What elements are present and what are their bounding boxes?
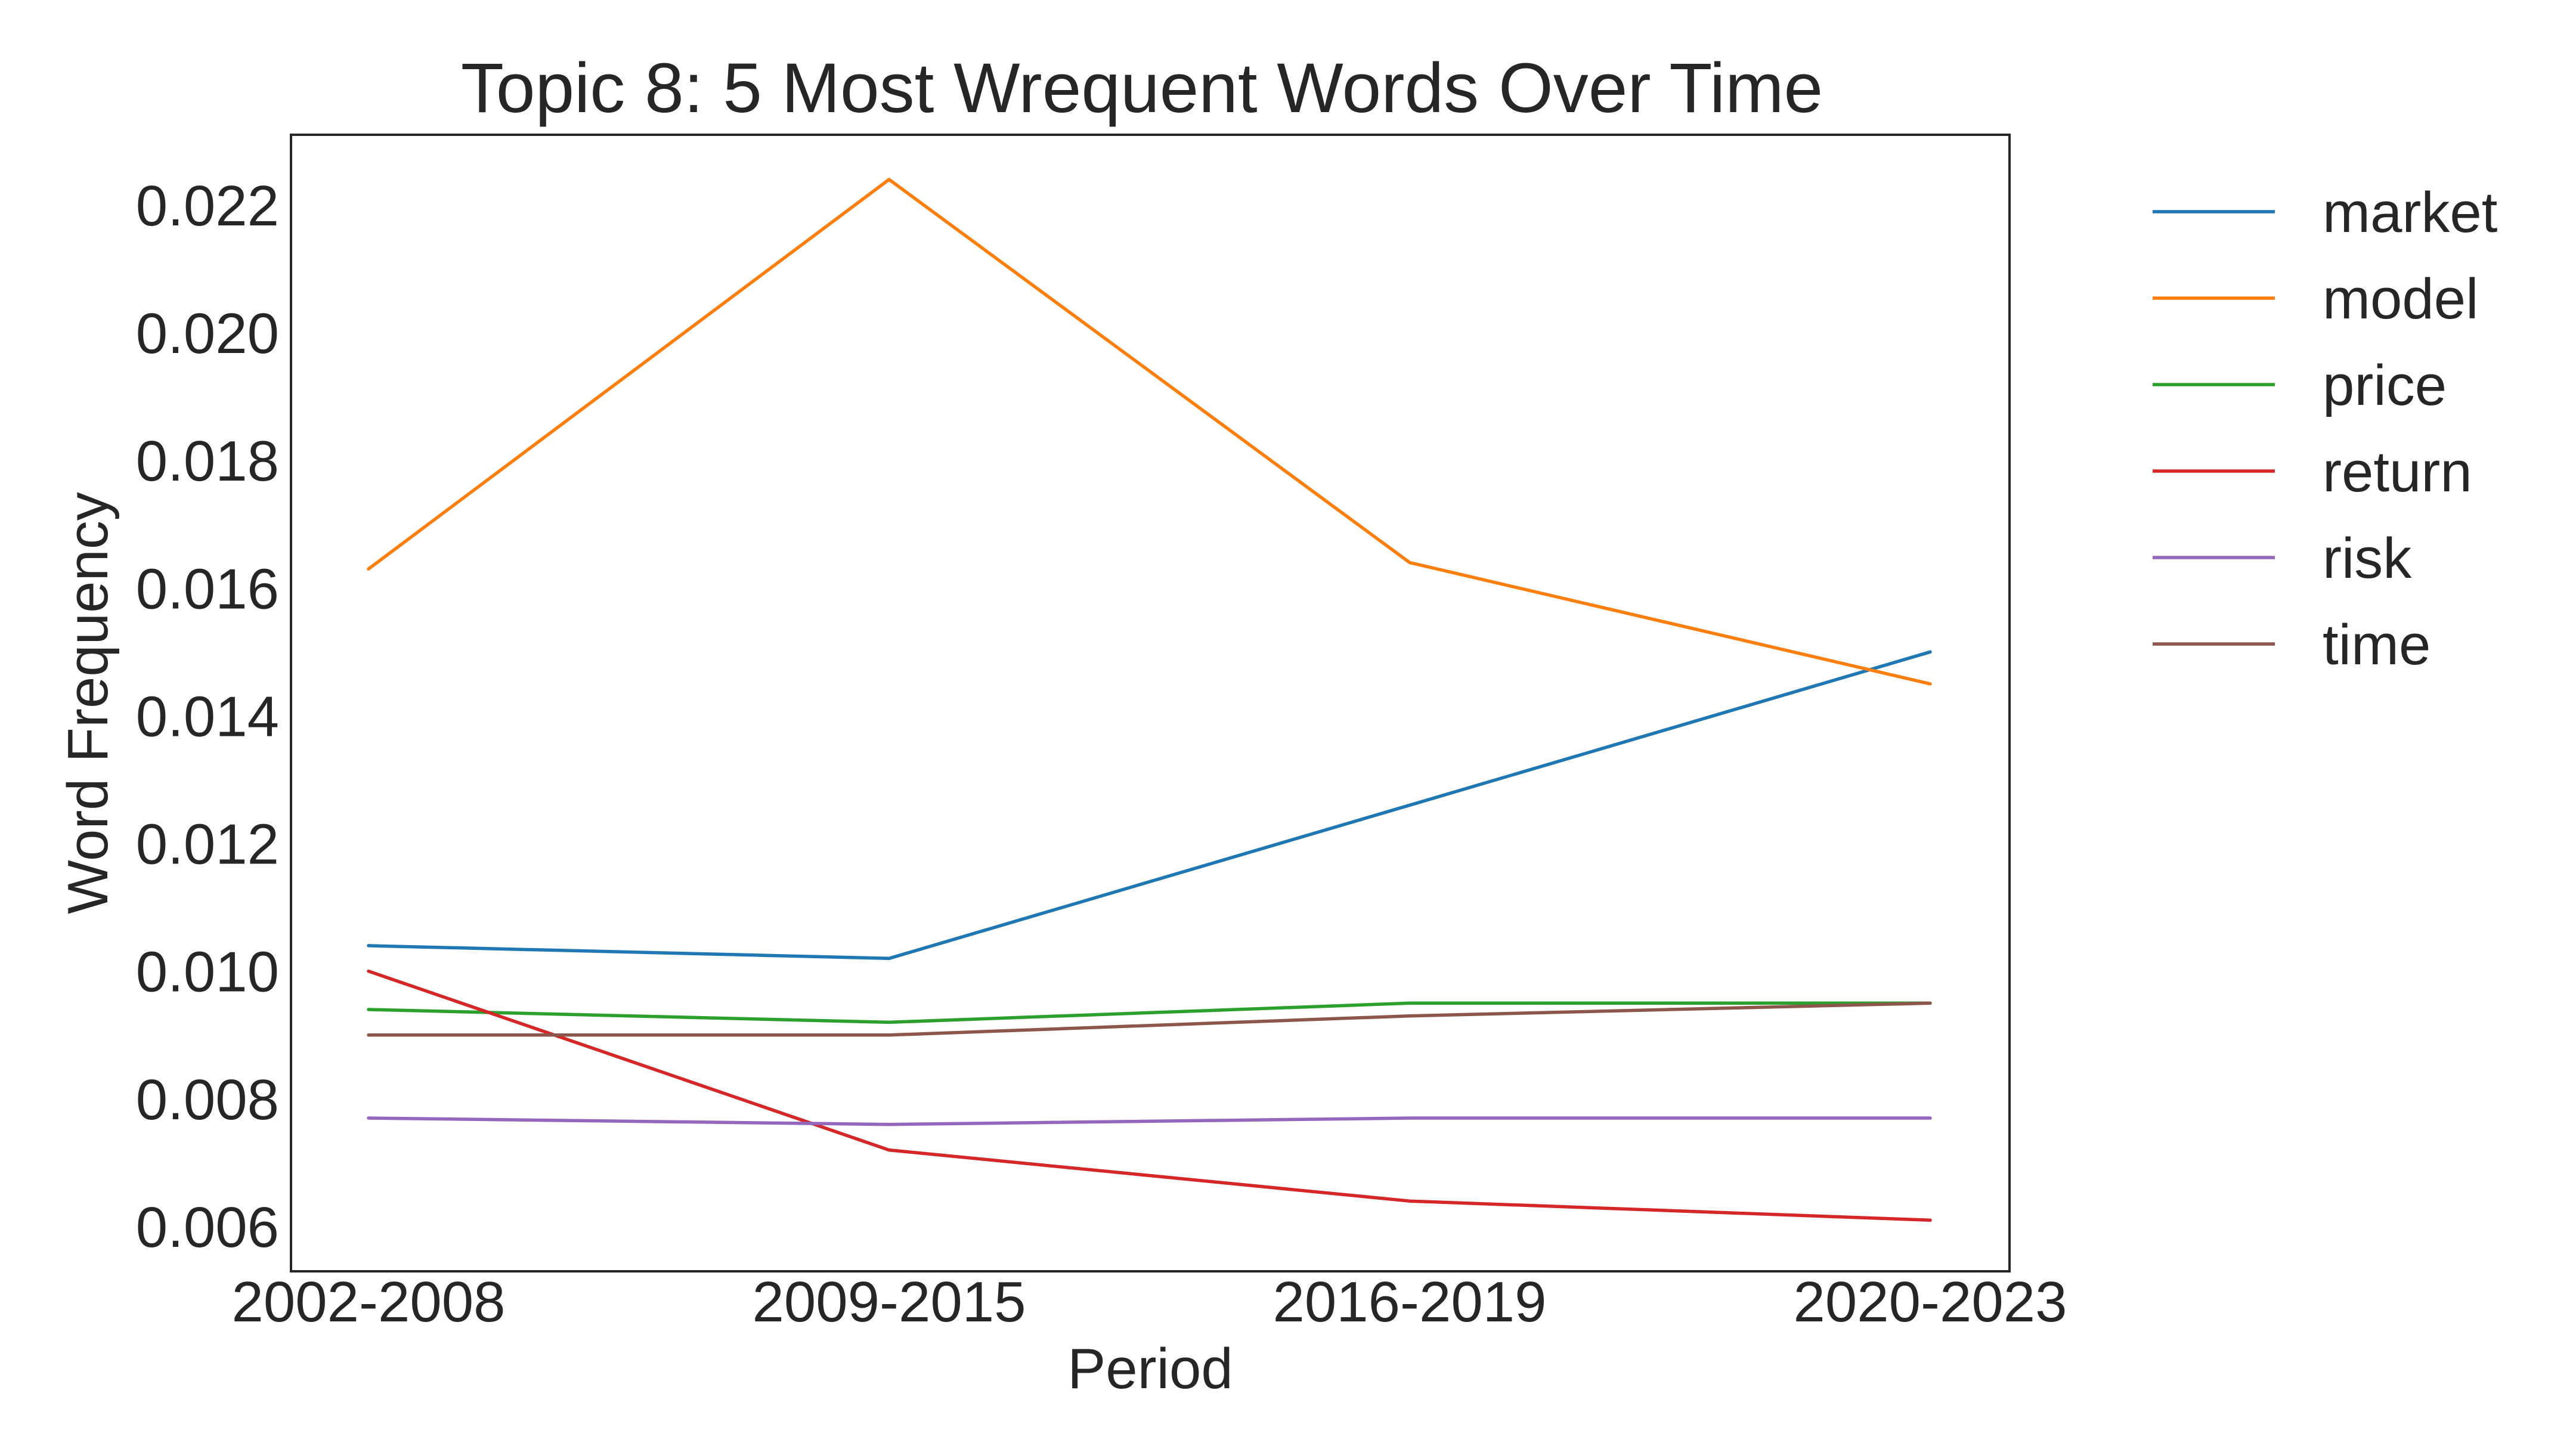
series-line-model (367, 178, 1932, 686)
series-model (367, 178, 1932, 686)
legend-item-risk: risk (2153, 527, 2412, 590)
legend-label: time (2323, 613, 2431, 677)
legend: market model price return risk time (2153, 181, 2497, 677)
x-axis-label: Period (1067, 1337, 1233, 1401)
x-axis: 2002-2008 2009-2015 2016-2019 2020-2023 (231, 1270, 2067, 1334)
legend-label: market (2323, 181, 2497, 244)
legend-label: model (2323, 267, 2478, 331)
legend-item-return: return (2153, 440, 2472, 504)
y-tick-label: 0.016 (136, 557, 279, 621)
y-tick-label: 0.014 (136, 685, 279, 748)
x-tick-label: 2016-2019 (1272, 1270, 1546, 1334)
x-tick-label: 2009-2015 (752, 1270, 1026, 1334)
y-tick-label: 0.008 (136, 1068, 279, 1132)
series-time (367, 1001, 1932, 1037)
y-tick-label: 0.022 (136, 174, 279, 238)
x-tick-label: 2020-2023 (1793, 1270, 2067, 1334)
series-return (367, 969, 1932, 1222)
series-line-return (367, 969, 1932, 1222)
y-tick-label: 0.010 (136, 940, 279, 1004)
legend-label: return (2323, 440, 2472, 504)
chart-title: Topic 8: 5 Most Wrequent Words Over Time (461, 49, 1823, 128)
x-tick-label: 2002-2008 (231, 1270, 505, 1334)
series-line-price (367, 1001, 1932, 1024)
legend-item-price: price (2153, 354, 2447, 417)
plot-frame (290, 134, 2011, 1272)
y-tick-label: 0.006 (136, 1196, 279, 1259)
series-market (367, 650, 1932, 961)
series-line-time (367, 1001, 1932, 1037)
series-line-risk (367, 1116, 1932, 1126)
series-line-market (367, 650, 1932, 961)
y-axis: 0.006 0.008 0.010 0.012 0.014 0.016 0.018 0.020… (136, 174, 279, 1259)
legend-item-model: model (2153, 267, 2478, 331)
series-risk (367, 1116, 1932, 1126)
y-tick-label: 0.020 (136, 302, 279, 366)
y-tick-label: 0.018 (136, 429, 279, 493)
y-tick-label: 0.012 (136, 813, 279, 877)
legend-label: risk (2323, 527, 2412, 590)
plot-area (367, 178, 1932, 1222)
y-axis-label: Word Frequency (56, 492, 120, 914)
legend-item-market: market (2153, 181, 2497, 244)
legend-item-time: time (2153, 613, 2431, 677)
series-price (367, 1001, 1932, 1024)
legend-label: price (2323, 354, 2447, 417)
